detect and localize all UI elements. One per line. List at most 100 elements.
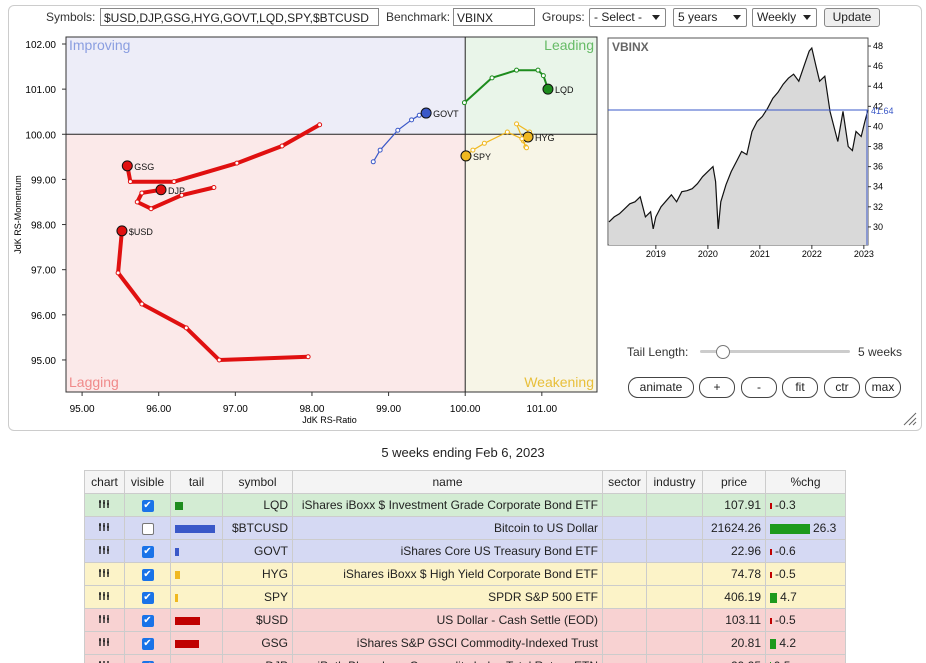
price-cell: 103.11 bbox=[702, 608, 766, 632]
tail-point bbox=[171, 179, 177, 185]
industry-cell bbox=[646, 493, 703, 517]
column-header[interactable]: visible bbox=[124, 470, 171, 494]
column-header[interactable]: price bbox=[702, 470, 766, 494]
chart-icon[interactable] bbox=[98, 637, 112, 647]
chg-bar bbox=[770, 548, 772, 555]
x-tick-label: 2022 bbox=[802, 249, 822, 259]
column-header[interactable]: name bbox=[292, 470, 603, 494]
visible-cell: ✔ bbox=[124, 631, 171, 655]
series-label: GOVT bbox=[433, 109, 459, 119]
tail-point bbox=[377, 147, 383, 153]
tail-point bbox=[127, 179, 133, 185]
visible-checkbox[interactable]: ✔ bbox=[141, 545, 154, 558]
industry-cell bbox=[646, 539, 703, 563]
symbol-cell: $USD bbox=[222, 608, 293, 632]
visible-checkbox[interactable]: ✔ bbox=[141, 637, 154, 650]
chart-icon[interactable] bbox=[98, 522, 112, 532]
frequency-select[interactable]: Weekly bbox=[752, 8, 817, 27]
tail-slider-track bbox=[700, 350, 850, 353]
table-row: ✔ HYG iShares iBoxx $ High Yield Corporate… bbox=[84, 562, 846, 586]
rrg-button[interactable]: max bbox=[865, 377, 901, 398]
tail-line bbox=[135, 185, 216, 211]
name-cell: Bitcoin to US Dollar bbox=[292, 516, 603, 540]
groups-select[interactable]: - Select - bbox=[589, 8, 666, 27]
last-value-label: 41.64 bbox=[871, 106, 894, 116]
visible-checkbox[interactable] bbox=[141, 522, 154, 535]
column-header[interactable]: industry bbox=[646, 470, 703, 494]
tail-bar bbox=[175, 616, 200, 625]
x-tick-label: 2021 bbox=[750, 249, 770, 259]
chart-icon[interactable] bbox=[98, 545, 112, 555]
quadrant bbox=[465, 134, 597, 393]
tail-point bbox=[540, 73, 546, 79]
industry-cell bbox=[646, 631, 703, 655]
quadrant-label: Weakening bbox=[524, 374, 594, 390]
period-select[interactable]: 5 years bbox=[673, 8, 747, 27]
rrg-button[interactable]: animate bbox=[628, 377, 694, 398]
chart-icon[interactable] bbox=[98, 614, 112, 624]
quadrant bbox=[465, 37, 597, 135]
quadrant-label: Improving bbox=[69, 37, 130, 53]
tail-cell bbox=[170, 654, 223, 663]
sector-cell bbox=[602, 654, 647, 663]
sector-cell bbox=[602, 585, 647, 609]
rrg-button[interactable]: + bbox=[699, 377, 735, 398]
column-header[interactable]: chart bbox=[84, 470, 125, 494]
rrg-button[interactable]: - bbox=[741, 377, 777, 398]
chg-bar bbox=[770, 661, 771, 663]
tail-length-label: Tail Length: bbox=[627, 345, 689, 359]
tail-bar bbox=[175, 501, 183, 510]
price-cell: 29.25 bbox=[702, 654, 766, 663]
y-tick-label: 95.00 bbox=[31, 356, 56, 367]
tail-head bbox=[522, 131, 534, 143]
column-header[interactable]: symbol bbox=[222, 470, 293, 494]
column-header[interactable]: tail bbox=[170, 470, 223, 494]
header-row: chart visible tail symbol name sector industry… bbox=[84, 470, 846, 494]
chg-cell: 0.5 bbox=[765, 654, 846, 663]
y-tick-label: 101.00 bbox=[25, 85, 56, 96]
tail-point bbox=[409, 117, 415, 123]
update-button[interactable]: Update bbox=[824, 8, 880, 27]
visible-cell: ✔ bbox=[124, 562, 171, 586]
x-axis-title: JdK RS-Ratio bbox=[302, 415, 357, 425]
visible-checkbox[interactable]: ✔ bbox=[141, 660, 154, 663]
chart-icon[interactable] bbox=[98, 499, 112, 509]
series-label: HYG bbox=[535, 133, 555, 143]
tail-point bbox=[179, 192, 185, 198]
tail-cell bbox=[170, 493, 223, 517]
visible-checkbox[interactable]: ✔ bbox=[141, 568, 154, 581]
tail-bar bbox=[175, 547, 179, 556]
tail-point bbox=[305, 354, 311, 360]
visible-checkbox[interactable]: ✔ bbox=[141, 591, 154, 604]
chg-value: -0.5 bbox=[775, 613, 796, 627]
tail-head bbox=[155, 184, 167, 196]
chart-icon[interactable] bbox=[98, 568, 112, 578]
chart-icon[interactable] bbox=[98, 591, 112, 601]
rrg-button[interactable]: ctr bbox=[824, 377, 860, 398]
name-cell: iShares iBoxx $ High Yield Corporate Bon… bbox=[292, 562, 603, 586]
column-header[interactable]: sector bbox=[602, 470, 647, 494]
tail-point bbox=[395, 127, 401, 133]
price-cell: 406.19 bbox=[702, 585, 766, 609]
tail-head bbox=[460, 150, 472, 162]
visible-checkbox[interactable]: ✔ bbox=[141, 499, 154, 512]
symbol-cell: SPY bbox=[222, 585, 293, 609]
table-row: ✔ LQD iShares iBoxx $ Investment Grade Cor… bbox=[84, 493, 846, 517]
visible-checkbox[interactable]: ✔ bbox=[141, 614, 154, 627]
rrg-button[interactable]: fit bbox=[782, 377, 818, 398]
tail-line bbox=[125, 122, 322, 184]
benchmark-area bbox=[609, 48, 868, 245]
table-row: ✔ GSG iShares S&P GSCI Commodity-Indexed T… bbox=[84, 631, 846, 655]
series-label: LQD bbox=[555, 85, 574, 95]
chart-cell bbox=[84, 493, 125, 517]
price-cell: 107.91 bbox=[702, 493, 766, 517]
tail-slider-thumb[interactable] bbox=[716, 345, 730, 359]
symbols-input[interactable]: $USD,DJP,GSG,HYG,GOVT,LQD,SPY,$BTCUSD bbox=[100, 8, 379, 26]
tail-point bbox=[519, 136, 525, 142]
column-header[interactable]: %chg bbox=[765, 470, 846, 494]
benchmark-input[interactable]: VBINX bbox=[453, 8, 535, 26]
chart-icon[interactable] bbox=[98, 660, 112, 663]
series-label: SPY bbox=[473, 152, 491, 162]
icon-stroke bbox=[98, 500, 101, 508]
symbols-label: Symbols: bbox=[46, 10, 96, 24]
